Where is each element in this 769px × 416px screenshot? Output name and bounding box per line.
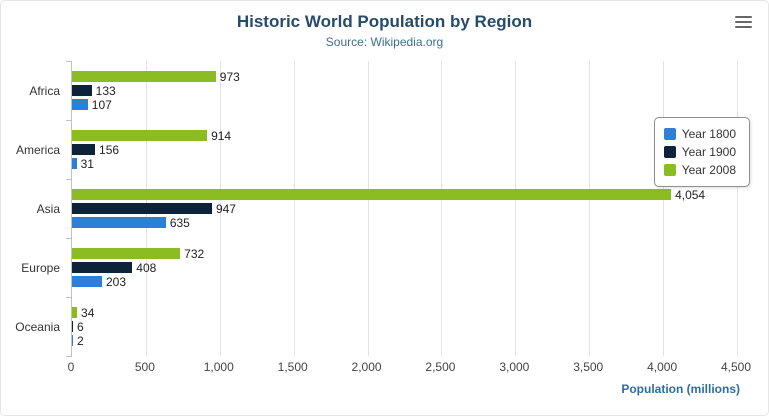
x-tick-label: 1,500	[277, 360, 308, 374]
bar-value-label: 203	[105, 274, 127, 289]
bar-value-label: 947	[215, 201, 236, 216]
y-axis-tick	[66, 297, 72, 298]
legend-symbol	[663, 128, 676, 140]
bar-value-label: 31	[80, 156, 94, 171]
bar-asia-year-1900[interactable]	[72, 203, 212, 214]
category-label-oceania: Oceania	[15, 319, 60, 334]
gridline	[219, 61, 221, 356]
bar-value-label: 34	[81, 305, 95, 320]
x-tick-label: 2,000	[351, 360, 382, 374]
bar-value-label: 635	[169, 215, 190, 230]
bar-asia-year-1800[interactable]	[72, 217, 166, 228]
bar-value-label: 107	[91, 97, 112, 112]
x-tick-label: 3,500	[573, 360, 604, 374]
x-tick-label: 500	[134, 360, 155, 374]
bar-america-year-1800[interactable]	[72, 158, 77, 169]
plot-area: 973 133 107 914 156 31 4,054 947 635 732 408 203 34 6…	[66, 61, 738, 357]
gridline	[515, 61, 517, 356]
bar-asia-year-2008[interactable]	[72, 189, 672, 200]
category-label-europe: Europe	[21, 260, 60, 275]
bar-africa-year-1800[interactable]	[72, 99, 88, 110]
category-axis-labels: Africa America Asia Europe Oceania	[1, 61, 65, 356]
bar-value-label: 2	[77, 333, 84, 348]
legend: Year 1800 Year 1900 Year 2008	[653, 117, 750, 187]
legend-label: Year 2008	[681, 163, 736, 177]
x-tick-label: 0	[67, 360, 75, 374]
y-axis-tick	[66, 179, 72, 180]
bar-oceania-year-1900[interactable]	[72, 321, 73, 332]
x-tick-label: 1,000	[203, 360, 234, 374]
bar-value-label: 914	[211, 128, 232, 143]
x-axis-labels: 0 500 1,000 1,500 2,000 2,500 3,000 3,500 4,000 4…	[67, 360, 751, 375]
y-axis-tick	[66, 356, 72, 357]
legend-label: Year 1900	[681, 145, 736, 159]
gridline	[589, 61, 591, 356]
x-axis-title: Population (millions)	[621, 382, 740, 396]
bar-value-label: 4,054	[675, 187, 706, 202]
bar-europe-year-1800[interactable]	[72, 276, 102, 287]
bar-europe-year-2008[interactable]	[72, 248, 181, 259]
x-tick-label: 4,500	[720, 360, 752, 374]
bar-value-label: 732	[184, 246, 205, 261]
bar-value-label: 6	[77, 319, 84, 334]
bar-value-label: 133	[95, 83, 116, 98]
gridline	[441, 61, 443, 356]
y-axis-tick	[66, 238, 72, 239]
bar-africa-year-1900[interactable]	[72, 85, 92, 96]
chart-title: Historic World Population by Region	[236, 12, 533, 31]
x-tick-label: 4,000	[647, 360, 678, 374]
bar-america-year-1900[interactable]	[72, 144, 96, 155]
bar-oceania-year-1800[interactable]	[72, 335, 73, 346]
bar-oceania-year-2008[interactable]	[72, 307, 78, 318]
legend-label: Year 1800	[681, 127, 736, 141]
chart-subtitle: Source: Wikipedia.org	[325, 35, 444, 49]
y-axis-tick	[66, 61, 72, 62]
x-tick-label: 3,000	[499, 360, 530, 374]
bar-value-label: 973	[219, 69, 240, 84]
category-label-asia: Asia	[36, 201, 60, 216]
legend-item-year-1800[interactable]: Year 1800	[663, 125, 736, 143]
bar-value-label: 156	[99, 142, 120, 157]
category-label-america: America	[15, 142, 60, 157]
bar-value-label: 408	[136, 260, 157, 275]
bar-america-year-2008[interactable]	[72, 130, 208, 141]
gridline	[293, 61, 295, 356]
hamburger-icon[interactable]	[735, 16, 752, 28]
gridline	[737, 61, 738, 356]
gridline	[367, 61, 369, 356]
legend-symbol	[663, 146, 676, 158]
legend-symbol	[663, 164, 676, 176]
bar-africa-year-2008[interactable]	[72, 71, 216, 82]
legend-item-year-2008[interactable]: Year 2008	[663, 161, 736, 179]
legend-item-year-1900[interactable]: Year 1900	[663, 143, 736, 161]
category-label-africa: Africa	[29, 83, 60, 98]
bar-europe-year-1900[interactable]	[72, 262, 133, 273]
x-tick-label: 2,500	[425, 360, 456, 374]
gridline	[663, 61, 665, 356]
y-axis-tick	[66, 120, 72, 121]
